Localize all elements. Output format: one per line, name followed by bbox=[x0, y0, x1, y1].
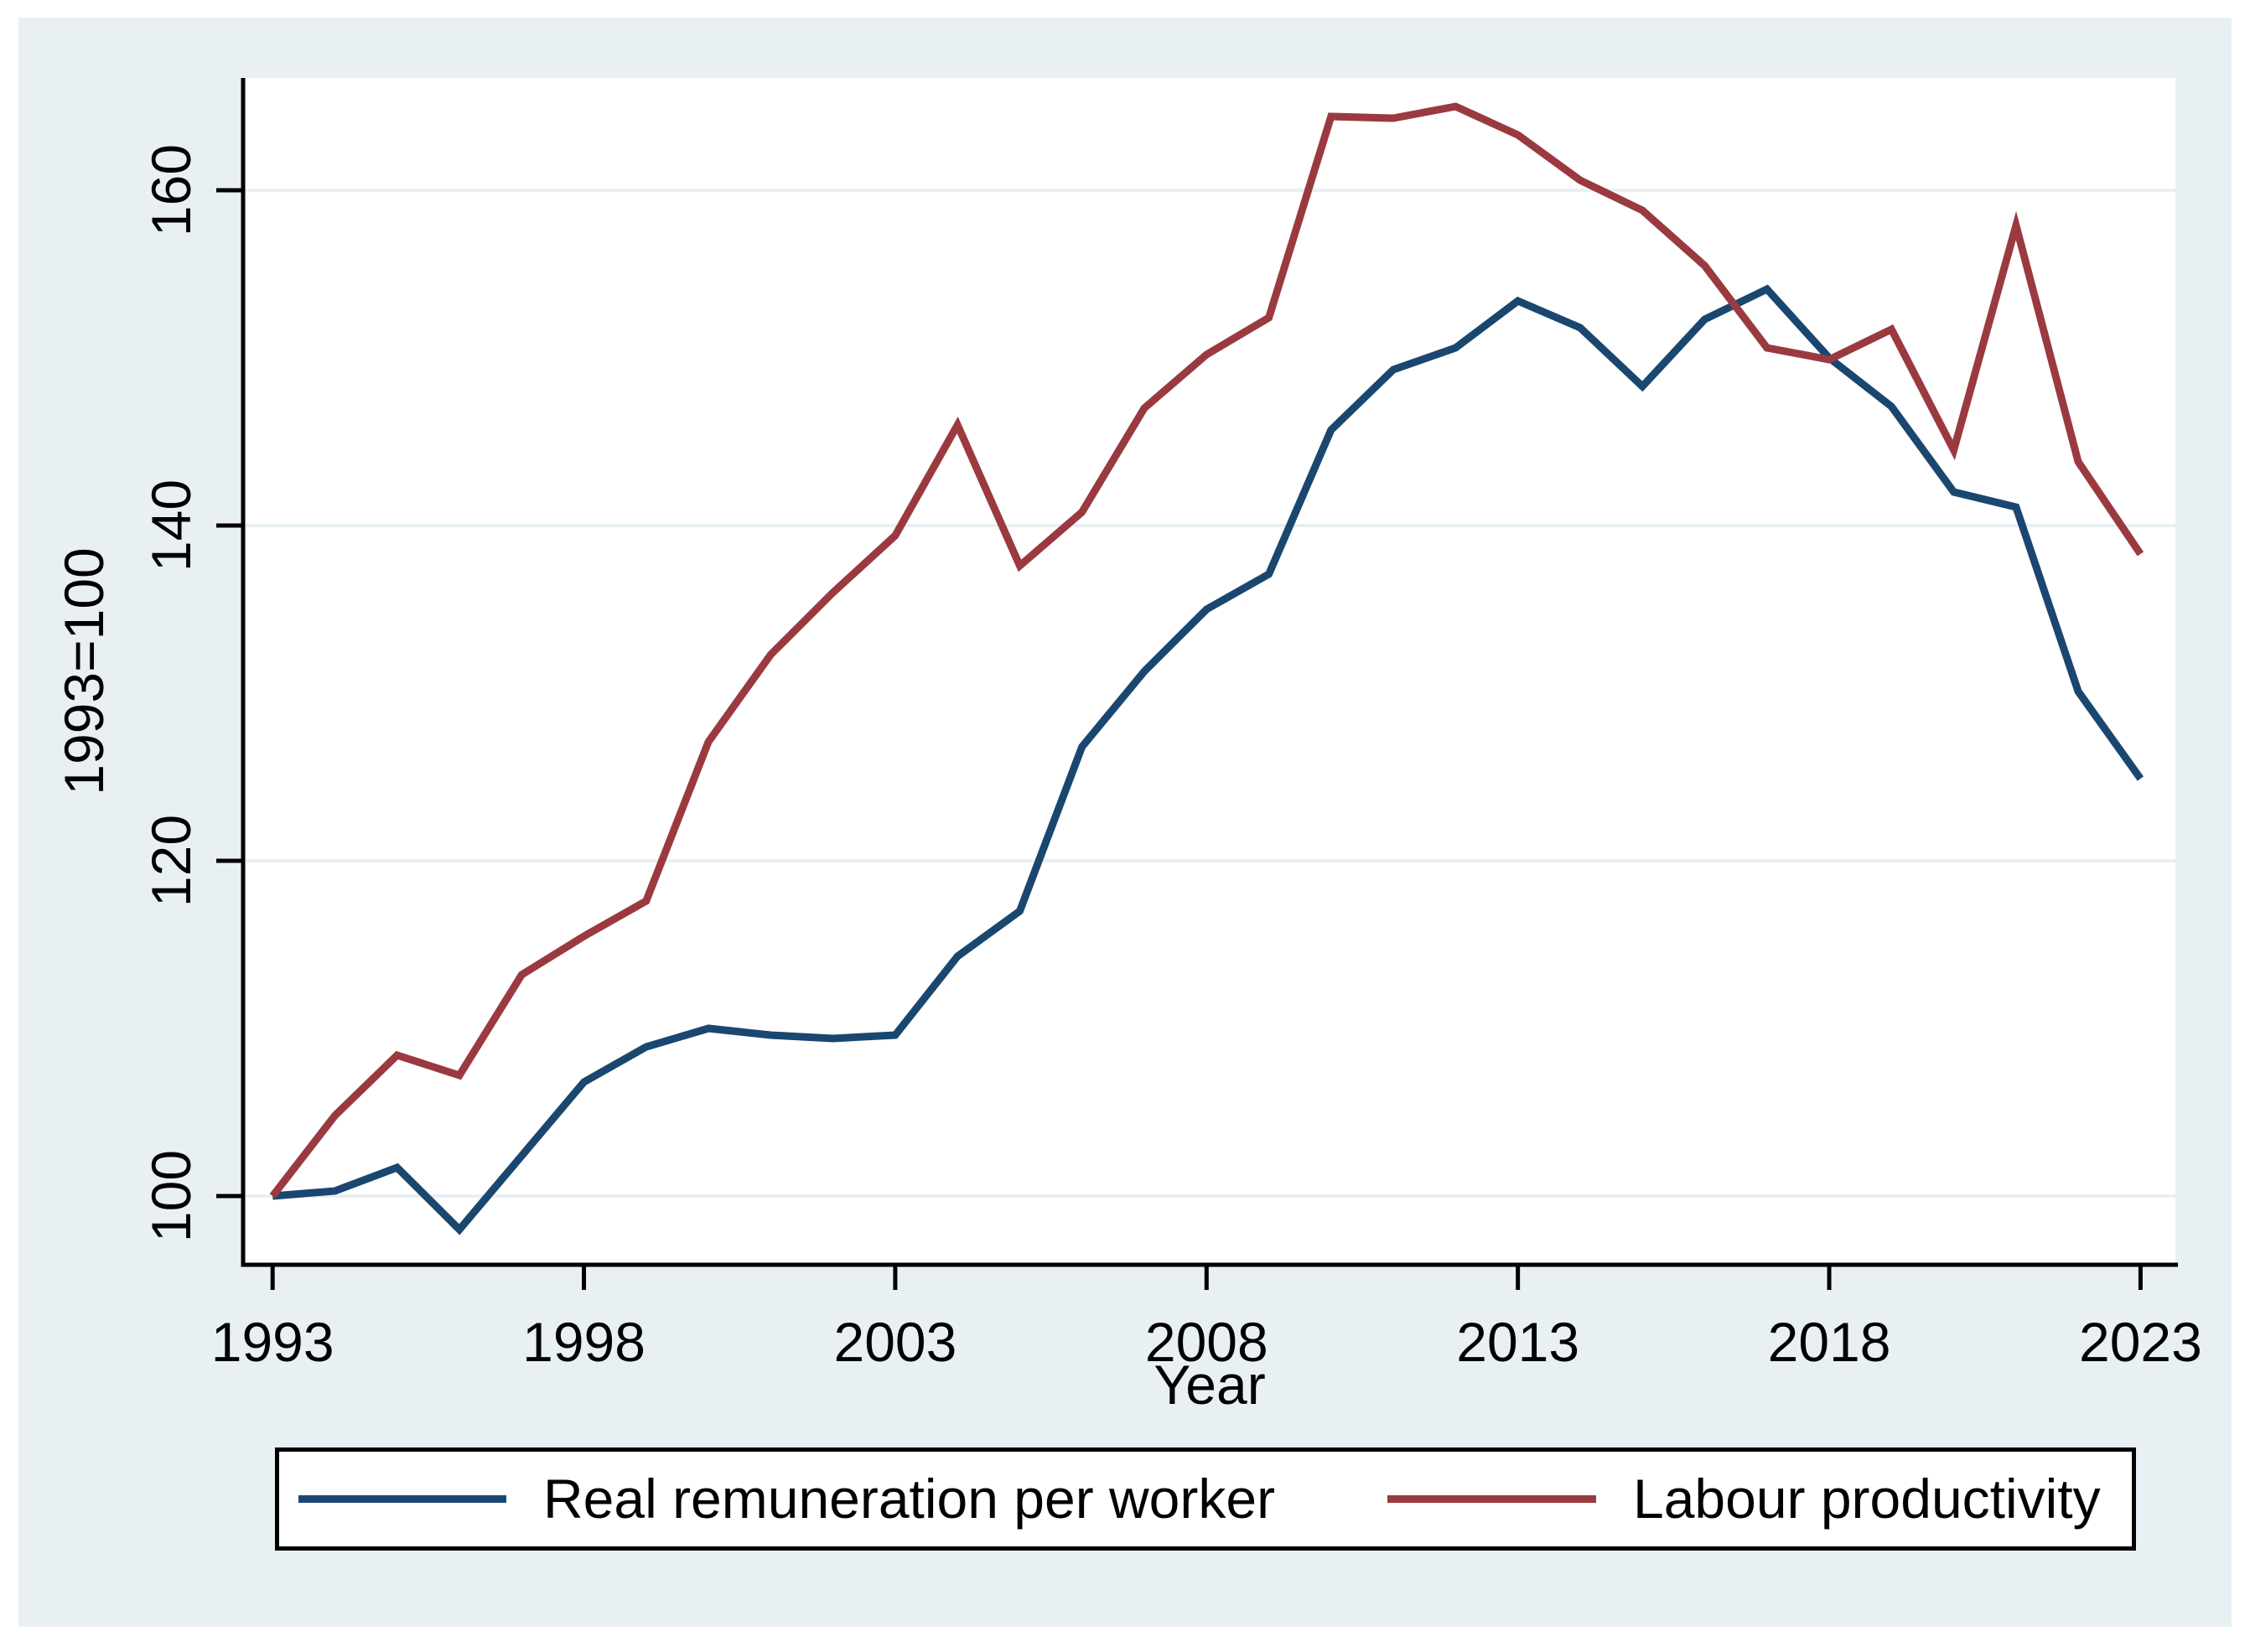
y-tick-label-140: 140 bbox=[140, 479, 202, 572]
y-tick-label-120: 120 bbox=[140, 814, 202, 908]
x-tick-label-2023: 2023 bbox=[2078, 1311, 2202, 1373]
legend-line-swatch-remuneration bbox=[298, 1495, 506, 1503]
x-tick-label-1993: 1993 bbox=[210, 1311, 334, 1373]
x-tick-label-2018: 2018 bbox=[1767, 1311, 1891, 1373]
y-axis-title: 1993=100 bbox=[53, 547, 115, 795]
y-tick-label-160: 160 bbox=[140, 143, 202, 237]
legend-label-productivity: Labour productivity bbox=[1633, 1468, 2101, 1530]
x-tick-label-2008: 2008 bbox=[1144, 1311, 1268, 1373]
x-tick-label-2013: 2013 bbox=[1456, 1311, 1580, 1373]
plot-area bbox=[245, 78, 2175, 1265]
x-tick-label-1998: 1998 bbox=[522, 1311, 645, 1373]
y-tick-label-100: 100 bbox=[140, 1149, 202, 1243]
legend: Real remuneration per worker Labour prod… bbox=[275, 1447, 2136, 1551]
x-axis-title: Year bbox=[1154, 1354, 1266, 1416]
legend-label-remuneration: Real remuneration per worker bbox=[543, 1468, 1276, 1530]
legend-line-swatch-productivity bbox=[1387, 1495, 1596, 1503]
series-line-productivity bbox=[269, 102, 2144, 1199]
x-tick-label-2003: 2003 bbox=[833, 1311, 957, 1373]
